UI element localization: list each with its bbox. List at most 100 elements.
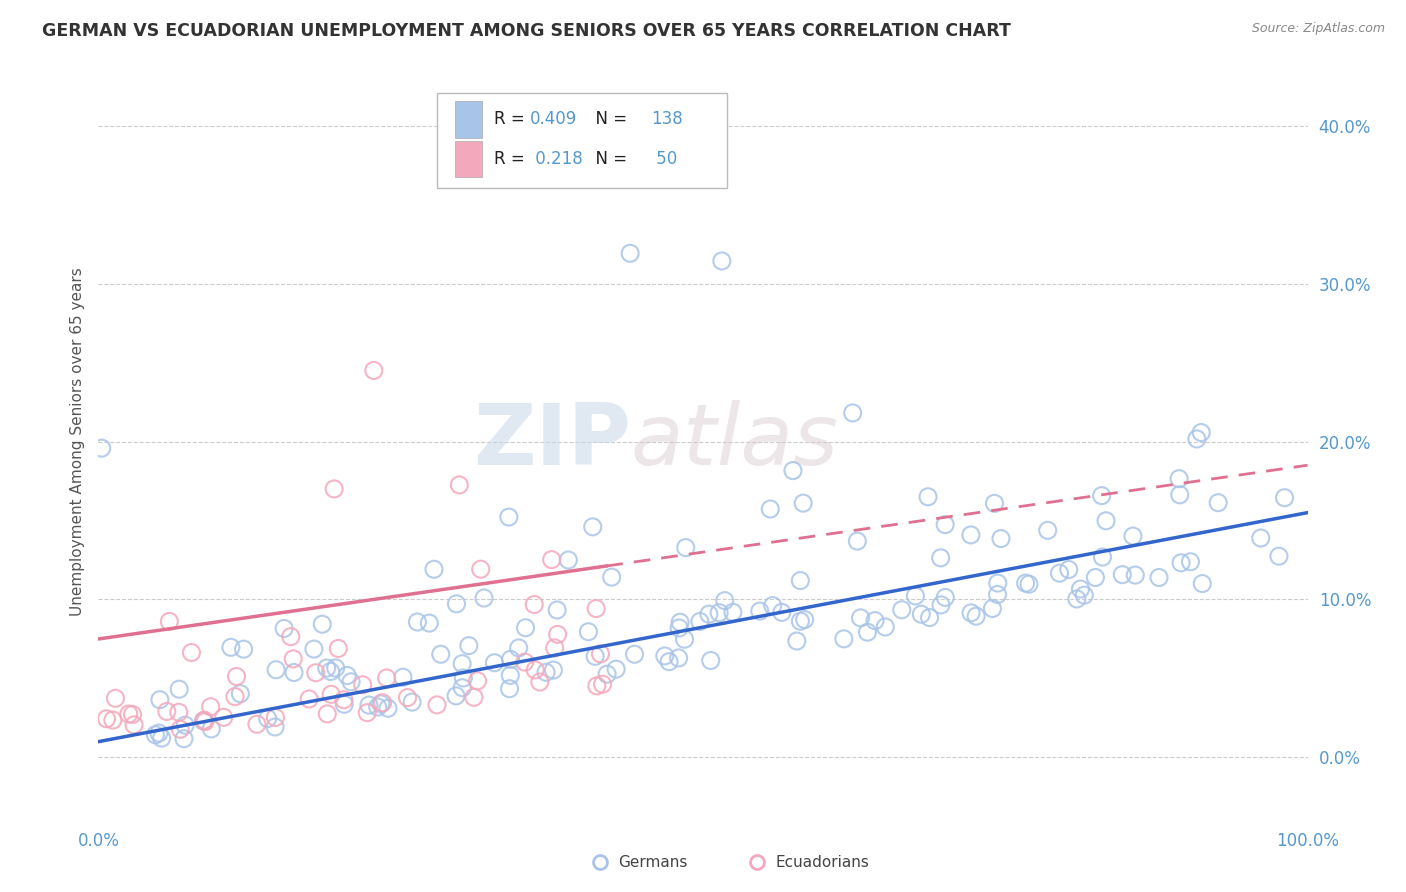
Point [401,695,423,709]
Point [540,552,562,566]
Point [557,553,579,567]
Point [929,598,952,612]
Point [104,691,127,706]
Point [315,661,337,675]
Point [1274,491,1296,505]
Point [596,667,619,681]
Point [1122,529,1144,543]
Point [224,690,246,704]
Point [986,587,1008,601]
Point [856,625,879,640]
Point [305,665,328,680]
Point [529,675,551,690]
Point [229,687,252,701]
Y-axis label: Unemployment Among Seniors over 65 years: Unemployment Among Seniors over 65 years [69,268,84,615]
Point [352,678,374,692]
Text: 0.409: 0.409 [530,111,578,128]
Point [990,532,1012,546]
Point [90,441,112,455]
Point [782,464,804,478]
Point [983,496,1005,510]
Point [363,363,385,377]
Point [273,622,295,636]
Point [1180,555,1202,569]
Point [523,598,546,612]
Point [264,663,287,677]
Point [194,714,217,729]
Point [453,671,475,685]
Point [668,651,690,665]
Point [890,603,912,617]
Point [1036,524,1059,538]
Point [849,611,872,625]
Point [1191,576,1213,591]
Point [463,690,485,705]
Point [174,718,197,732]
FancyBboxPatch shape [437,93,727,187]
Point [418,616,440,631]
Point [149,692,172,706]
Point [193,714,215,728]
Point [929,550,952,565]
Bar [456,101,482,137]
Point [225,669,247,683]
Point [592,677,614,691]
Point [875,620,897,634]
Point [319,665,342,679]
Point [904,589,927,603]
Point [1189,425,1212,440]
Point [689,615,711,629]
Point [759,502,782,516]
Point [470,562,492,576]
Point [710,254,733,268]
Point [770,606,793,620]
Text: Germans: Germans [619,855,688,870]
Point [960,528,983,542]
Point [1170,556,1192,570]
Point [543,663,565,677]
Text: N =: N = [585,111,631,128]
Text: N =: N = [585,150,631,168]
Point [156,705,179,719]
Point [934,591,956,605]
Point [444,689,467,703]
Point [167,682,190,697]
Point [1147,570,1170,584]
Point [699,653,721,667]
Point [392,670,415,684]
Point [283,652,305,666]
Point [1073,588,1095,602]
Point [169,723,191,737]
Point [1069,582,1091,596]
Point [578,624,600,639]
Point [298,692,321,706]
Point [446,597,468,611]
Point [118,706,141,721]
Point [498,681,520,696]
Point [981,601,1004,615]
Point [167,706,190,720]
Text: Source: ZipAtlas.com: Source: ZipAtlas.com [1251,22,1385,36]
Point [1057,562,1080,576]
Point [713,593,735,607]
Point [789,574,811,588]
Point [336,668,359,682]
Point [910,607,932,622]
Text: Ecuadorians: Ecuadorians [776,855,869,870]
Text: 138: 138 [651,111,683,128]
Point [340,674,363,689]
Point [406,615,429,629]
Point [370,697,392,711]
Point [302,642,325,657]
Text: GERMAN VS ECUADORIAN UNEMPLOYMENT AMONG SENIORS OVER 65 YEARS CORRELATION CHART: GERMAN VS ECUADORIAN UNEMPLOYMENT AMONG … [42,22,1011,40]
Point [333,692,356,706]
Point [377,701,399,715]
Point [367,700,389,714]
Point [477,119,499,133]
Point [668,621,690,635]
Point [1123,568,1146,582]
Point [1168,472,1191,486]
Point [283,665,305,680]
Point [1018,577,1040,591]
Point [180,646,202,660]
